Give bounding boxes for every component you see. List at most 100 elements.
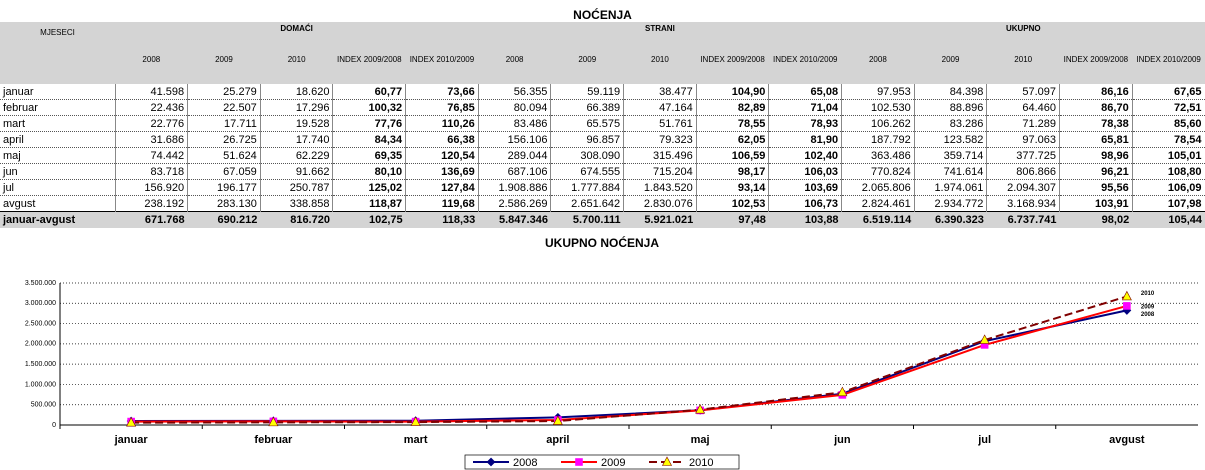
x-tick-label: mart: [404, 434, 428, 446]
cell: 6.737.741: [986, 211, 1060, 228]
group-header: DOMAĆI: [115, 22, 479, 34]
cell: 2.830.076: [623, 195, 697, 212]
y-tick-label: 1.500.000: [25, 361, 56, 368]
row-label: januar: [0, 84, 116, 100]
cell: 97.063: [986, 131, 1061, 148]
cell: 59.119: [550, 84, 625, 100]
cell: 6.519.114: [841, 211, 915, 228]
cell: 238.192: [115, 195, 189, 212]
cell: 5.700.111: [550, 211, 624, 228]
legend-label: 2009: [601, 457, 625, 469]
cell: 67,65: [1132, 84, 1205, 100]
cell: 17.740: [260, 131, 334, 148]
end-label: 2009: [1141, 305, 1155, 311]
cell: 65.575: [550, 115, 625, 132]
cell: 2.824.461: [841, 195, 915, 212]
cell: 103,69: [768, 179, 843, 196]
cell: 62,05: [696, 131, 770, 148]
x-tick-label: avgust: [1109, 434, 1145, 446]
y-tick-label: 0: [52, 422, 56, 429]
cell: 106,73: [768, 195, 843, 212]
cell: 80.094: [478, 99, 552, 116]
cell: 25.279: [187, 84, 261, 100]
cell: 17.711: [187, 115, 261, 132]
marker: [837, 386, 848, 397]
cell: 76,85: [405, 99, 479, 116]
column-header: INDEX 2010/2009: [768, 34, 842, 84]
cell: 806.866: [986, 163, 1061, 180]
cell: 5.921.021: [623, 211, 697, 228]
cell: 86,16: [1059, 84, 1133, 100]
cell: 51.761: [623, 115, 697, 132]
cell: 102.530: [841, 99, 915, 116]
data-row: april 31.686 26.725 17.740 84,34 66,38 156.106…: [0, 131, 1205, 148]
y-tick-label: 1.000.000: [25, 381, 56, 388]
series-line: [131, 304, 1128, 423]
cell: 741.614: [914, 163, 988, 180]
cell: 118,33: [405, 211, 479, 228]
cell: 770.824: [841, 163, 915, 180]
marker: [126, 417, 137, 427]
cell: 106,03: [768, 163, 843, 180]
cell: 66.389: [550, 99, 625, 116]
cell: 17.296: [260, 99, 334, 116]
cell: 1.843.520: [623, 179, 697, 196]
cell: 690.212: [187, 211, 261, 228]
row-header: MJESECI: [0, 22, 115, 84]
cell: 57.097: [986, 84, 1061, 100]
marker: [695, 404, 706, 414]
table-title: NOĆENJA: [573, 8, 632, 22]
cell: 5.847.346: [478, 211, 551, 228]
cell: 78,38: [1059, 115, 1133, 132]
chart: UKUPNO NOĆENJA 0 500.000 1.000.000 1.500.00…: [25, 235, 1198, 470]
column-header: INDEX 2010/2009: [405, 34, 479, 84]
data-row: avgust 238.192 283.130 338.858 118,87 119,68 2…: [0, 195, 1205, 212]
cell: 196.177: [187, 179, 261, 196]
cell: 62.229: [260, 147, 334, 164]
column-header: 2008: [478, 34, 551, 84]
cell: 674.555: [550, 163, 625, 180]
group-row: MJESECI DOMAĆI STRANI UKUPNO: [0, 22, 1205, 84]
cell: 83.718: [115, 163, 189, 180]
legend-label: 2008: [513, 457, 537, 469]
cell: 1.974.061: [914, 179, 988, 196]
cell: 6.390.323: [914, 211, 987, 228]
column-header: INDEX 2009/2008: [696, 34, 769, 84]
legend-marker: [662, 456, 672, 466]
legend-marker: [486, 457, 496, 467]
cell: 315.496: [623, 147, 697, 164]
cell: 104,90: [696, 84, 770, 100]
cell: 105,01: [1132, 147, 1205, 164]
column-header: 2008: [841, 34, 915, 84]
cell: 2.065.806: [841, 179, 915, 196]
cell: 108,80: [1132, 163, 1205, 180]
legend-label: 2010: [689, 457, 713, 469]
cell: 86,70: [1059, 99, 1133, 116]
title-row: NOĆENJA: [0, 0, 1205, 22]
cell: 2.934.772: [914, 195, 988, 212]
cell: 120,54: [405, 147, 479, 164]
cell: 283.130: [187, 195, 261, 212]
end-label: 2010: [1141, 291, 1155, 297]
cell: 77,76: [332, 115, 407, 132]
cell: 687.106: [478, 163, 552, 180]
cell: 102,75: [332, 211, 406, 228]
cell: 98,96: [1059, 147, 1133, 164]
column-header: 2010: [986, 34, 1060, 84]
cell: 3.168.934: [986, 195, 1061, 212]
end-label: 2008: [1141, 312, 1155, 318]
row-label: april: [0, 131, 116, 148]
cell: 106,09: [1132, 179, 1205, 196]
x-tick-label: maj: [691, 434, 710, 446]
cell: 71.289: [986, 115, 1061, 132]
x-tick-label: april: [546, 434, 569, 446]
marker: [268, 416, 279, 427]
cell: 56.355: [478, 84, 552, 100]
cell: 97,48: [696, 211, 769, 228]
data-row: mart 22.776 17.711 19.528 77,76 110,26 83.486 6…: [0, 115, 1205, 132]
group-header: STRANI: [478, 22, 842, 34]
marker: [1123, 302, 1131, 310]
row-label: jun: [0, 163, 116, 180]
cell: 96,21: [1059, 163, 1133, 180]
